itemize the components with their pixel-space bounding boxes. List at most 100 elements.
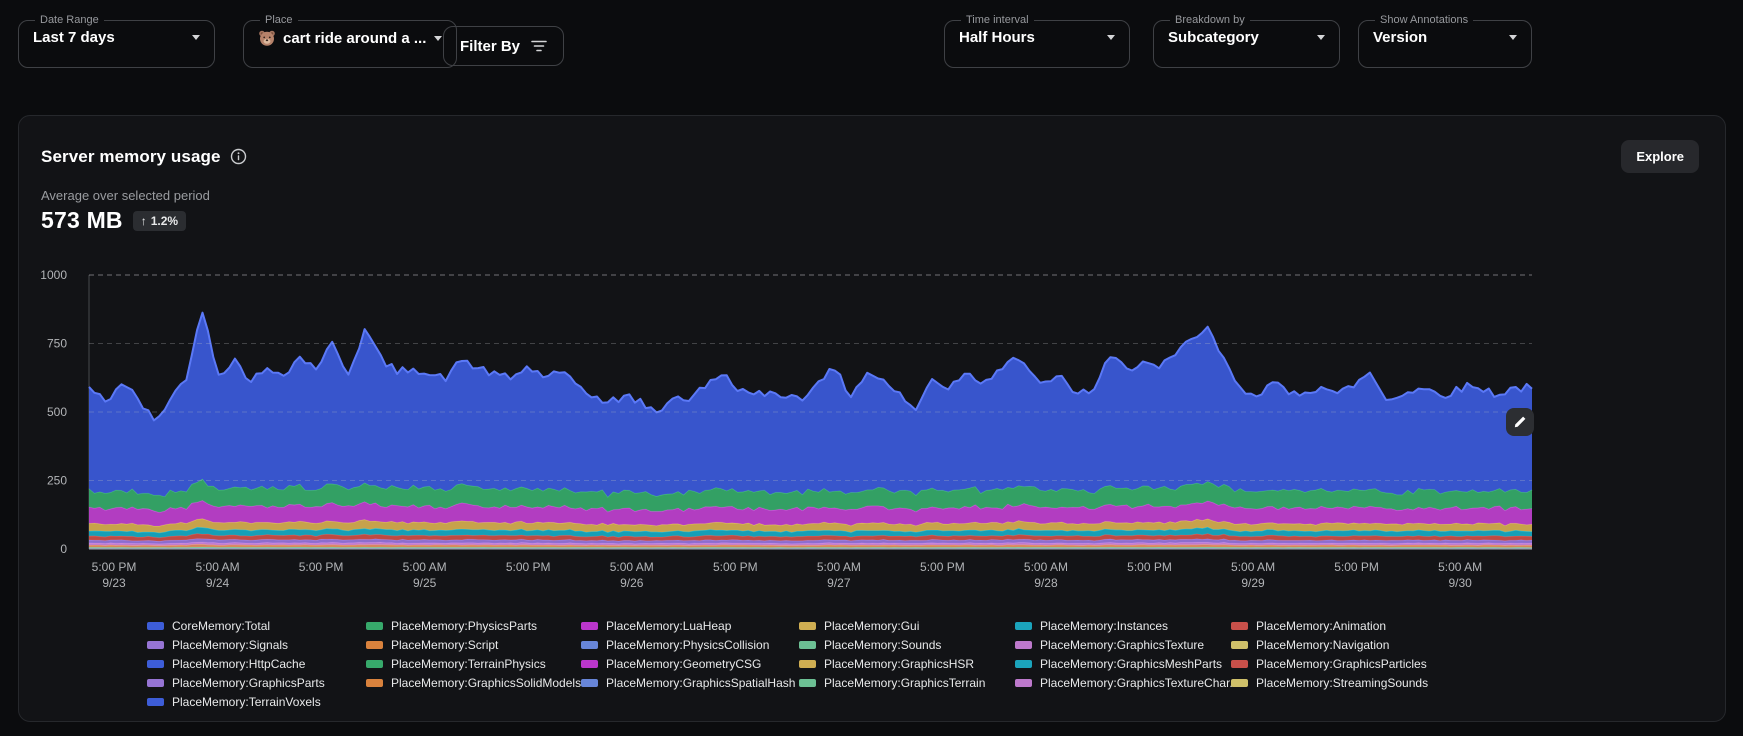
explore-button[interactable]: Explore [1621, 140, 1699, 173]
legend-column: PlaceMemory:PhysicsParts PlaceMemory:Scri… [366, 616, 581, 692]
memory-usage-stacked-area-chart[interactable]: 0 250 500 750 1000 5:00 PM 9/23 5:00 AM 9/24 5:00… [19, 251, 1727, 601]
time-interval-label: Time interval [966, 14, 1029, 26]
filter-icon [531, 40, 547, 52]
y-axis-tick-label: 500 [47, 405, 67, 419]
show-annotations-dropdown[interactable]: Show Annotations Version [1358, 14, 1532, 68]
show-annotations-value: Version [1373, 29, 1428, 46]
place-label: Place [265, 14, 293, 26]
breakdown-by-dropdown[interactable]: Breakdown by Subcategory [1153, 14, 1340, 68]
legend-item[interactable]: PlaceMemory:Animation [1231, 616, 1428, 635]
x-axis-time-label: 5:00 AM [1024, 560, 1068, 574]
legend-label: PlaceMemory:GraphicsTextureChar... [1040, 675, 1240, 690]
place-value: cart ride around a ... [283, 29, 427, 47]
x-axis-time-label: 5:00 PM [92, 560, 137, 574]
legend-item[interactable]: PlaceMemory:LuaHeap [581, 616, 795, 635]
legend-item[interactable]: PlaceMemory:Gui [799, 616, 985, 635]
arrow-up-icon: ↑ [140, 213, 147, 228]
legend-swatch [581, 640, 598, 649]
x-axis-time-label: 5:00 PM [506, 560, 551, 574]
x-axis-time-label: 5:00 AM [817, 560, 861, 574]
legend-label: PlaceMemory:GraphicsParts [172, 675, 325, 690]
date-range-label: Date Range [40, 14, 99, 26]
x-axis-time-label: 5:00 PM [1127, 560, 1172, 574]
legend-label: PlaceMemory:Sounds [824, 637, 942, 652]
legend-item[interactable]: PlaceMemory:GraphicsParticles [1231, 654, 1428, 673]
legend-swatch [366, 621, 383, 630]
legend-column: CoreMemory:Total PlaceMemory:Signals Place… [147, 616, 325, 711]
x-axis-date-label: 9/28 [1034, 576, 1058, 590]
legend-label: PlaceMemory:GraphicsTerrain [824, 675, 986, 690]
legend-swatch [366, 678, 383, 687]
bear-emoji-icon [259, 30, 275, 46]
legend-label: PlaceMemory:HttpCache [172, 656, 306, 671]
legend-column: PlaceMemory:LuaHeap PlaceMemory:PhysicsCo… [581, 616, 795, 692]
legend-swatch [1015, 659, 1032, 668]
legend-label: PlaceMemory:Instances [1040, 618, 1169, 633]
legend-label: PlaceMemory:LuaHeap [606, 618, 732, 633]
legend-item[interactable]: PlaceMemory:Script [366, 635, 581, 654]
filter-by-label: Filter By [460, 37, 521, 55]
legend-column: PlaceMemory:Gui PlaceMemory:Sounds PlaceMe… [799, 616, 985, 692]
date-range-dropdown[interactable]: Date Range Last 7 days [18, 14, 215, 68]
legend-item[interactable]: PlaceMemory:GraphicsParts [147, 673, 325, 692]
x-axis-time-label: 5:00 AM [1438, 560, 1482, 574]
x-axis-time-label: 5:00 PM [713, 560, 758, 574]
legend-item[interactable]: PlaceMemory:PhysicsParts [366, 616, 581, 635]
legend-item[interactable]: PlaceMemory:HttpCache [147, 654, 325, 673]
place-dropdown[interactable]: Place cart ride around a ... [243, 14, 458, 68]
y-axis-tick-label: 750 [47, 337, 67, 351]
legend-label: PlaceMemory:GraphicsParticles [1256, 656, 1427, 671]
legend-item[interactable]: PlaceMemory:GraphicsTerrain [799, 673, 985, 692]
info-icon[interactable] [230, 148, 247, 165]
legend-item[interactable]: PlaceMemory:GraphicsTextureChar... [1015, 673, 1239, 692]
legend-swatch [1015, 640, 1032, 649]
legend-swatch [1231, 621, 1248, 630]
filter-by-button[interactable]: Filter By [443, 26, 565, 66]
legend-label: PlaceMemory:Gui [824, 618, 920, 633]
legend-label: PlaceMemory:GraphicsHSR [824, 656, 975, 671]
chevron-down-icon [1317, 35, 1325, 40]
legend-label: PlaceMemory:GraphicsMeshParts [1040, 656, 1223, 671]
x-axis-time-label: 5:00 AM [196, 560, 240, 574]
legend-item[interactable]: PlaceMemory:GraphicsTexture [1015, 635, 1239, 654]
legend-label: PlaceMemory:Signals [172, 637, 289, 652]
legend-label: PlaceMemory:StreamingSounds [1256, 675, 1429, 690]
legend-swatch [147, 659, 164, 668]
card-subtitle: Average over selected period [41, 188, 210, 203]
legend-item[interactable]: PlaceMemory:Instances [1015, 616, 1239, 635]
legend-item[interactable]: PlaceMemory:GeometryCSG [581, 654, 795, 673]
legend-item[interactable]: CoreMemory:Total [147, 616, 325, 635]
legend-label: CoreMemory:Total [172, 618, 271, 633]
edit-annotations-button[interactable] [1506, 408, 1534, 436]
legend-swatch [1231, 678, 1248, 687]
legend-item[interactable]: PlaceMemory:Navigation [1231, 635, 1428, 654]
show-annotations-label: Show Annotations [1380, 14, 1469, 26]
legend-item[interactable]: PlaceMemory:Signals [147, 635, 325, 654]
legend-item[interactable]: PlaceMemory:GraphicsSolidModels [366, 673, 581, 692]
legend-item[interactable]: PlaceMemory:GraphicsSpatialHash [581, 673, 795, 692]
legend-item[interactable]: PlaceMemory:GraphicsMeshParts [1015, 654, 1239, 673]
legend-swatch [581, 621, 598, 630]
x-axis-time-label: 5:00 AM [403, 560, 447, 574]
legend-label: PlaceMemory:PhysicsParts [391, 618, 538, 633]
legend-label: PlaceMemory:Script [391, 637, 499, 652]
legend-swatch [366, 659, 383, 668]
time-interval-dropdown[interactable]: Time interval Half Hours [944, 14, 1130, 68]
chart-block: 0 250 500 750 1000 5:00 PM 9/23 5:00 AM 9/24 5:00… [19, 251, 1727, 601]
breakdown-by-value: Subcategory [1168, 29, 1259, 46]
chevron-down-icon [192, 35, 200, 40]
delta-value: 1.2% [150, 213, 179, 228]
legend-label: PlaceMemory:GraphicsSolidModels [391, 675, 582, 690]
legend-item[interactable]: PlaceMemory:GraphicsHSR [799, 654, 985, 673]
legend-item[interactable]: PlaceMemory:TerrainPhysics [366, 654, 581, 673]
x-axis-date-label: 9/23 [102, 576, 126, 590]
legend-swatch [1231, 640, 1248, 649]
legend-label: PlaceMemory:TerrainPhysics [391, 656, 546, 671]
legend-item[interactable]: PlaceMemory:StreamingSounds [1231, 673, 1428, 692]
legend-item[interactable]: PlaceMemory:TerrainVoxels [147, 692, 325, 711]
legend-swatch [1015, 621, 1032, 630]
y-axis-tick-label: 0 [60, 542, 67, 556]
legend-item[interactable]: PlaceMemory:PhysicsCollision [581, 635, 795, 654]
legend-item[interactable]: PlaceMemory:Sounds [799, 635, 985, 654]
legend-swatch [799, 621, 816, 630]
